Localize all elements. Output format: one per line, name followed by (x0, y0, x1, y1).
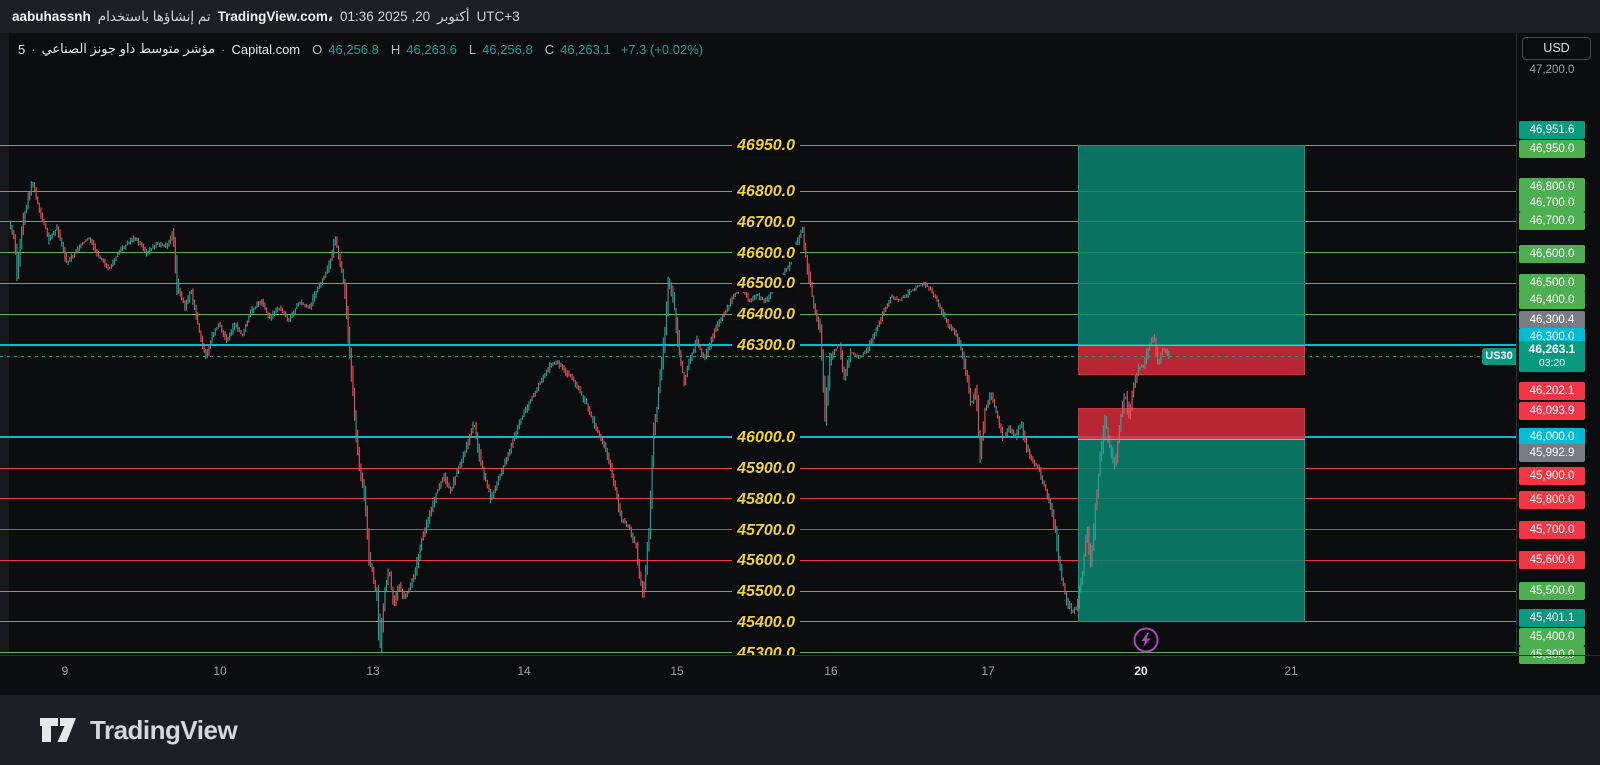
tradingview-site-link[interactable]: TradingView.com، (217, 8, 334, 24)
low-label: L (468, 41, 477, 57)
price-scale-label: 46,093.9 (1519, 402, 1585, 420)
price-axis-top-value: 47,200.0 (1529, 64, 1575, 76)
short-position-stop-zone[interactable] (1078, 408, 1305, 440)
price-scale-label: 46,600.0 (1519, 245, 1585, 263)
price-scale-label: 46,400.0 (1519, 291, 1585, 309)
price-level-label-46400: 46400.0 (690, 305, 800, 325)
close-value: 46,263.1 (560, 41, 611, 57)
price-scale-label: 46,951.6 (1519, 121, 1585, 139)
price-level-label-46950: 46950.0 (690, 136, 800, 156)
symbol-price-tag: US30 (1482, 348, 1516, 365)
price-scale-label: 46,700.0 (1519, 212, 1585, 230)
time-axis[interactable]: 9 10 13 14 15 16 17 20 21 (0, 655, 1600, 695)
price-level-label-45500: 45500.0 (690, 582, 800, 602)
price-level-label-46500: 46500.0 (690, 274, 800, 294)
price-scale-label: 45,400.0 (1519, 628, 1585, 646)
price-scale-label: 45,992.9 (1519, 444, 1585, 462)
low-value: 46,256.8 (482, 41, 533, 57)
symbol-header: 5 · مؤشر متوسط داو جونز الصناعي · Capita… (18, 38, 703, 60)
time-axis-label-15: 15 (670, 664, 684, 678)
chart-canvas[interactable]: 5 · مؤشر متوسط داو جونز الصناعي · Capita… (0, 33, 1516, 655)
bar-countdown: 03:20 (1538, 357, 1566, 369)
price-scale-label: 46,700.0 (1519, 194, 1585, 212)
price-scale-label: 45,600.0 (1519, 551, 1585, 569)
currency-toggle-button[interactable]: USD (1522, 37, 1591, 60)
price-level-label-46700: 46700.0 (690, 213, 800, 233)
interval-value[interactable]: 5 (18, 41, 26, 57)
created-with-text: تم إنشاؤها باستخدام (97, 8, 211, 24)
footer-bar: TradingView (0, 695, 1600, 765)
time-axis-label-10: 10 (213, 664, 227, 678)
price-scale-label: 46,800.0 (1519, 178, 1585, 196)
separator-dot: · (221, 41, 226, 57)
time-axis-label-20: 20 (1134, 664, 1148, 678)
time-axis-label-14: 14 (517, 664, 531, 678)
price-scale[interactable]: USD 47,200.0 46,951.6 46,950.0 46,800.0 46,… (1516, 33, 1600, 664)
price-scale-label: 46,000.0 (1519, 428, 1585, 446)
high-label: H (390, 41, 401, 57)
open-label: O (312, 41, 323, 57)
current-price-label: 46,263.1 03:20 (1519, 341, 1585, 372)
short-position-entry-line (1078, 439, 1305, 441)
price-level-label-45900: 45900.0 (690, 459, 800, 479)
price-scale-label: 45,500.0 (1519, 582, 1585, 600)
separator-dot: · (31, 41, 36, 57)
lightning-event-icon[interactable] (1132, 626, 1160, 654)
symbol-name[interactable]: مؤشر متوسط داو جونز الصناعي (41, 41, 216, 56)
price-level-label-45400: 45400.0 (690, 613, 800, 633)
price-scale-label: 45,700.0 (1519, 521, 1585, 539)
price-scale-label: 46,300.4 (1519, 311, 1585, 329)
long-position-profit-zone[interactable] (1078, 144, 1305, 345)
price-level-label-45800: 45800.0 (690, 490, 800, 510)
high-value: 46,263.6 (406, 41, 457, 57)
price-scale-label: 45,800.0 (1519, 491, 1585, 509)
price-level-label-45700: 45700.0 (690, 521, 800, 541)
author-username[interactable]: aabuhassnh (12, 9, 91, 24)
long-position-entry-line (1078, 344, 1305, 346)
time-axis-label-16: 16 (824, 664, 838, 678)
price-scale-label: 45,900.0 (1519, 467, 1585, 485)
price-scale-label: 46,500.0 (1519, 274, 1585, 292)
time-axis-label-21: 21 (1284, 664, 1298, 678)
tradingview-logo[interactable] (38, 715, 78, 745)
price-level-label-45300: 45300.0 (690, 644, 800, 655)
price-scale-label: 46,950.0 (1519, 140, 1585, 158)
price-level-label-45600: 45600.0 (690, 551, 800, 571)
snapshot-month: أكتوبر (437, 8, 470, 24)
snapshot-datetime: 01:36 2025 ,20 (340, 9, 431, 24)
price-level-label-46600: 46600.0 (690, 244, 800, 264)
price-scale-label: 45,401.1 (1519, 609, 1585, 627)
time-axis-label-9: 9 (61, 664, 69, 678)
current-price-value: 46,263.1 (1528, 342, 1576, 356)
chart-stage: 5 · مؤشر متوسط داو جونز الصناعي · Capita… (0, 33, 1600, 695)
exchange-name[interactable]: Capital.com (231, 41, 301, 57)
price-level-label-46800: 46800.0 (690, 182, 800, 202)
time-axis-label-13: 13 (366, 664, 380, 678)
snapshot-timezone: UTC+3 (476, 9, 520, 24)
current-price-line (0, 356, 1516, 358)
candlestick-series[interactable] (0, 60, 1516, 655)
price-level-label-46000: 46000.0 (690, 428, 800, 448)
price-level-label-46300: 46300.0 (690, 336, 800, 356)
time-axis-label-17: 17 (981, 664, 995, 678)
short-position-profit-zone[interactable] (1078, 439, 1305, 622)
attribution-bar: aabuhassnh تم إنشاؤها باستخدام TradingVi… (0, 0, 1600, 33)
price-scale-label: 46,202.1 (1519, 382, 1585, 400)
open-value: 46,256.8 (328, 41, 379, 57)
close-label: C (544, 41, 555, 57)
tradingview-logo-text[interactable]: TradingView (90, 714, 238, 745)
change-value: +7.3 (+0.02%) (620, 41, 704, 57)
